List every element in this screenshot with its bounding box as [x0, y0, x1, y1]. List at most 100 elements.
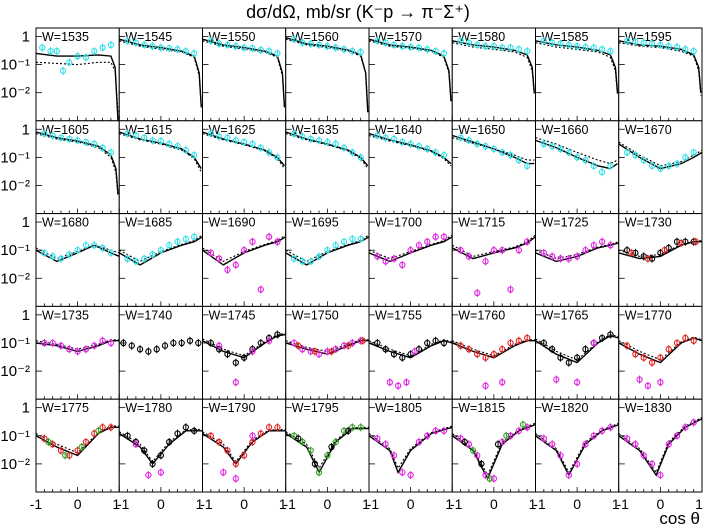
data-point	[519, 421, 527, 428]
data-point	[59, 67, 67, 74]
panel-w-label: W=1820	[542, 401, 589, 415]
solid-curve	[35, 426, 120, 457]
data-point	[47, 48, 54, 55]
data-point	[386, 379, 393, 386]
panel: W=1535	[35, 27, 120, 122]
data-point	[240, 138, 248, 146]
data-point	[623, 435, 631, 442]
data-point	[315, 41, 323, 49]
dashed-curve	[452, 234, 536, 257]
data-point	[465, 39, 473, 46]
data-point	[157, 452, 165, 459]
data-point	[482, 258, 489, 265]
data-point	[557, 255, 564, 262]
data-point	[191, 50, 198, 57]
data-point	[207, 249, 214, 257]
data-point	[432, 337, 439, 344]
data-point	[132, 39, 140, 46]
data-point	[557, 145, 564, 153]
data-point	[678, 239, 685, 247]
figure-title: dσ/dΩ, mb/sr (K⁻p → π⁻Σ⁺)	[246, 2, 470, 22]
data-point	[340, 46, 348, 53]
data-point	[74, 348, 81, 355]
data-point	[41, 130, 48, 137]
data-point	[407, 43, 414, 51]
panel: W=1765	[535, 305, 620, 400]
data-point	[66, 59, 73, 66]
data-point	[149, 137, 156, 144]
solid-curve	[618, 241, 702, 260]
data-point	[265, 424, 273, 431]
panel-w-label: W=1670	[625, 123, 672, 137]
panel: W=1545	[118, 27, 203, 122]
data-point	[332, 44, 339, 51]
data-point	[399, 469, 406, 476]
panel-w-label: W=1635	[292, 123, 339, 137]
panel: W=1650	[451, 120, 536, 215]
panel: W=1560	[285, 27, 370, 122]
data-point	[57, 342, 65, 349]
data-point	[636, 376, 643, 383]
data-point	[207, 37, 214, 44]
data-point	[232, 475, 239, 482]
data-point	[328, 443, 335, 451]
data-point	[265, 233, 273, 240]
data-point	[332, 438, 339, 446]
panel-frame	[35, 27, 120, 122]
data-point	[357, 235, 364, 243]
data-point	[390, 135, 398, 143]
data-point	[240, 44, 248, 51]
data-point	[340, 427, 348, 434]
data-point	[265, 149, 273, 156]
data-point	[644, 255, 652, 262]
data-point	[690, 337, 697, 344]
data-point	[598, 427, 606, 434]
data-point	[141, 447, 148, 454]
data-point	[474, 41, 481, 49]
data-point	[682, 154, 689, 161]
data-point	[598, 168, 606, 176]
data-point	[457, 134, 464, 141]
data-point	[107, 41, 115, 49]
data-point	[182, 235, 189, 243]
data-point	[315, 469, 323, 476]
data-point	[132, 441, 140, 448]
solid-curve	[618, 40, 702, 93]
data-point	[424, 46, 431, 53]
x-tick-label: 1	[112, 496, 120, 512]
data-point	[324, 138, 331, 146]
data-point	[174, 430, 181, 437]
data-point	[540, 339, 547, 347]
data-point	[66, 452, 73, 459]
data-point	[540, 435, 547, 442]
data-point	[132, 258, 140, 265]
panel-w-label: W=1680	[42, 216, 89, 230]
panel: W=1585	[535, 27, 620, 122]
data-point	[257, 430, 264, 437]
data-point	[157, 469, 165, 476]
data-point	[573, 43, 581, 50]
x-tick-label: 1	[362, 496, 370, 512]
dashed-curve	[285, 234, 370, 263]
data-point	[565, 359, 572, 366]
data-point	[582, 441, 589, 448]
solid-curve	[118, 236, 203, 266]
panel: W=1635	[285, 120, 370, 215]
data-point	[382, 258, 389, 265]
x-tick-label: -1	[200, 496, 213, 512]
data-point	[657, 41, 664, 49]
panel: W=1795	[285, 398, 370, 493]
data-point	[107, 424, 115, 431]
data-point	[557, 40, 564, 47]
data-point	[582, 247, 589, 254]
data-point	[307, 447, 314, 454]
data-point	[482, 143, 489, 150]
data-point	[490, 475, 498, 482]
data-point	[374, 37, 381, 44]
panel-frame	[202, 305, 287, 400]
panel-grid: W=1535 W=1545 W=1550 W=1560 W=1570 W=1580 W=15…	[0, 27, 703, 512]
y-tick-label: 10⁻¹	[0, 149, 30, 166]
data-point	[340, 238, 348, 245]
data-point	[224, 447, 231, 454]
data-point	[482, 354, 489, 361]
